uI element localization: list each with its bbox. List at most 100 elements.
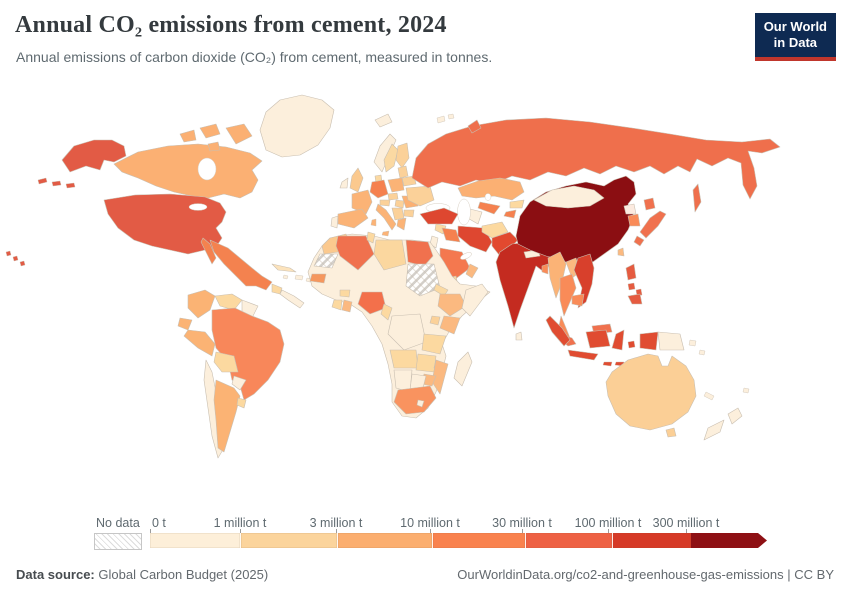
page-subtitle: Annual emissions of carbon dioxide (CO₂)…	[16, 49, 493, 65]
country-indonesia[interactable]	[545, 315, 659, 367]
country-austria[interactable]	[379, 199, 391, 207]
novaya-zemlya	[467, 119, 482, 134]
country-mexico[interactable]	[209, 239, 273, 291]
country-ivory-coast[interactable]	[331, 299, 343, 311]
scale-tick	[522, 529, 523, 533]
country-madagascar[interactable]	[453, 351, 473, 387]
country-nigeria[interactable]	[357, 291, 387, 315]
country-france[interactable]	[351, 189, 373, 215]
country-cambodia[interactable]	[571, 293, 585, 307]
country-colombia[interactable]	[187, 289, 216, 319]
scale-tick	[608, 529, 609, 533]
country-libya[interactable]	[373, 239, 407, 271]
caspian-sea	[457, 198, 471, 226]
scale-segment-2[interactable]	[240, 533, 337, 548]
country-philippines[interactable]	[625, 263, 643, 305]
country-uzbekistan[interactable]	[477, 201, 501, 215]
country-vietnam[interactable]	[573, 253, 595, 309]
country-thailand[interactable]	[559, 273, 577, 317]
country-paraguay[interactable]	[231, 375, 247, 391]
country-ireland[interactable]	[339, 177, 349, 189]
country-senegal[interactable]	[309, 273, 327, 284]
central-america[interactable]	[279, 289, 305, 309]
country-australia[interactable]	[605, 353, 697, 431]
country-canada[interactable]	[113, 143, 263, 199]
country-italy[interactable]	[375, 203, 397, 231]
country-afghanistan[interactable]	[481, 221, 509, 239]
country-japan[interactable]	[633, 197, 667, 247]
scale-segment-5[interactable]	[525, 533, 612, 548]
owid-logo-line2: in Data	[773, 35, 818, 51]
region-western-sahara-nodata[interactable]	[313, 253, 339, 269]
country-cuba[interactable]	[271, 263, 297, 273]
country-uruguay[interactable]	[236, 397, 247, 409]
country-oman[interactable]	[465, 263, 479, 279]
scale-label-3: 10 million t	[400, 516, 460, 530]
country-mongolia[interactable]	[533, 185, 605, 209]
country-ghana[interactable]	[341, 299, 353, 313]
country-dr-congo[interactable]	[387, 313, 427, 351]
country-papua-new-guinea[interactable]	[657, 331, 685, 351]
country-czechia[interactable]	[387, 192, 399, 201]
scale-segment-6[interactable]	[612, 533, 691, 548]
citation-link[interactable]: OurWorldinData.org/co2-and-greenhouse-ga…	[457, 567, 784, 582]
scale-segment-1[interactable]	[150, 533, 240, 548]
svalbard	[436, 113, 455, 124]
country-north-korea[interactable]	[623, 203, 637, 215]
country-kyrgyzstan[interactable]	[509, 199, 525, 209]
country-bulgaria[interactable]	[403, 209, 415, 218]
owid-logo[interactable]: Our World in Data	[754, 13, 836, 61]
country-algeria[interactable]	[335, 235, 375, 271]
country-iraq[interactable]	[441, 227, 461, 243]
country-burkina-faso[interactable]	[339, 289, 351, 298]
country-uk[interactable]	[349, 167, 364, 193]
country-tanzania[interactable]	[421, 333, 447, 355]
scale-segment-7-arrow[interactable]	[691, 533, 767, 548]
country-poland[interactable]	[387, 177, 405, 193]
country-cameroon[interactable]	[380, 303, 393, 321]
country-hungary[interactable]	[394, 199, 405, 209]
country-south-korea[interactable]	[627, 213, 641, 227]
country-venezuela[interactable]	[214, 293, 243, 311]
country-somalia[interactable]	[461, 283, 489, 317]
country-germany[interactable]	[369, 179, 389, 199]
no-data-swatch[interactable]	[94, 533, 142, 550]
country-ethiopia[interactable]	[437, 293, 467, 317]
country-ecuador[interactable]	[177, 317, 193, 331]
balkans[interactable]	[391, 207, 405, 221]
country-new-zealand[interactable]	[703, 407, 743, 441]
country-egypt[interactable]	[405, 239, 434, 267]
country-kenya[interactable]	[439, 315, 461, 335]
tasmania[interactable]	[665, 427, 677, 438]
country-kazakhstan[interactable]	[457, 177, 525, 201]
country-bangladesh[interactable]	[541, 263, 549, 275]
country-argentina[interactable]	[213, 379, 241, 453]
country-usa-alaska[interactable]	[61, 139, 127, 173]
country-portugal[interactable]	[330, 215, 339, 229]
country-peru[interactable]	[183, 329, 216, 357]
country-uganda[interactable]	[429, 315, 441, 326]
country-lesotho[interactable]	[416, 399, 425, 408]
country-greece[interactable]	[396, 217, 407, 231]
scale-segment-3[interactable]	[337, 533, 432, 548]
country-sri-lanka[interactable]	[515, 331, 523, 341]
country-iceland[interactable]	[374, 113, 393, 128]
region-sudan-nodata[interactable]	[405, 263, 441, 297]
country-mozambique[interactable]	[431, 359, 449, 395]
country-zambia[interactable]	[415, 353, 437, 373]
baltic-states[interactable]	[397, 165, 409, 179]
country-taiwan[interactable]	[617, 247, 625, 257]
country-south-africa[interactable]	[393, 385, 437, 415]
country-angola[interactable]	[389, 349, 419, 369]
baja-california[interactable]	[200, 237, 217, 265]
scale-segment-4[interactable]	[432, 533, 525, 548]
country-turkey[interactable]	[419, 207, 459, 225]
country-bolivia[interactable]	[213, 351, 239, 373]
country-norway[interactable]	[373, 133, 397, 173]
country-tajikistan[interactable]	[503, 209, 517, 219]
country-tunisia[interactable]	[366, 231, 376, 244]
country-finland[interactable]	[395, 142, 410, 169]
country-spain[interactable]	[337, 208, 369, 229]
country-greenland[interactable]	[259, 94, 335, 158]
